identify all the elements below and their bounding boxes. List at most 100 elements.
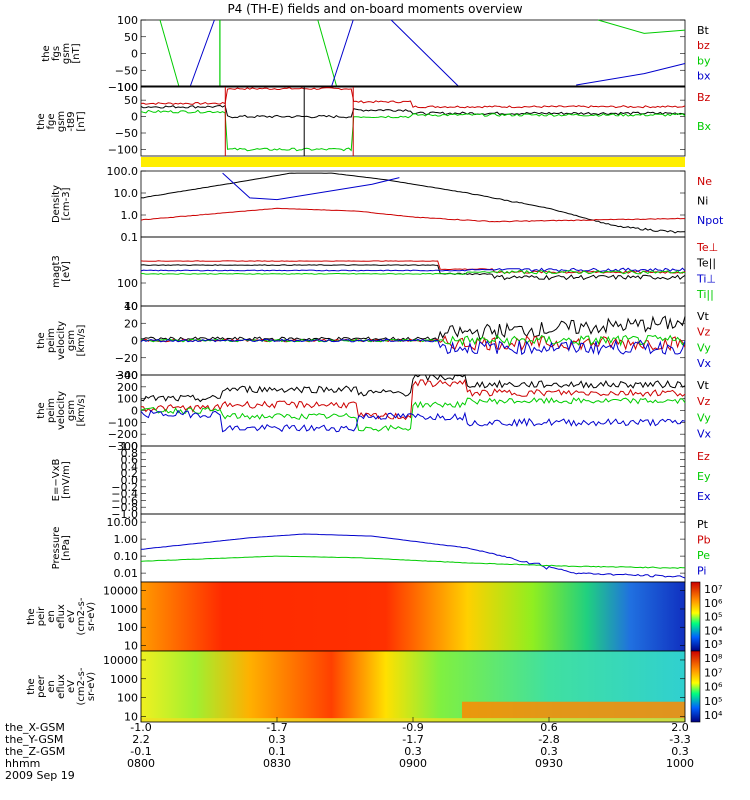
y-tick-label: 0.0 <box>121 474 139 487</box>
legend-entry: by <box>697 54 711 67</box>
y-tick-label: 0.4 <box>121 460 139 473</box>
panel-frame-efield <box>140 445 686 515</box>
series-Vt <box>140 374 686 403</box>
legend-entry: Vz <box>697 326 711 339</box>
series-Pi <box>140 533 686 579</box>
colorbar-label: 10⁵ <box>704 611 722 624</box>
series-Npot <box>222 172 400 201</box>
legend-entry: Pi <box>697 564 706 577</box>
y-axis-label: peir <box>36 606 47 626</box>
ephemeris-value: 0.3 <box>268 733 286 746</box>
y-tick-label: 100 <box>117 393 138 406</box>
ephemeris-value: 0.1 <box>268 745 286 758</box>
colorbar-label: 10³ <box>704 638 722 651</box>
y-tick-label: 20 <box>124 317 138 330</box>
series-Ne <box>140 207 685 223</box>
ephemeris-value: -0.9 <box>402 721 423 734</box>
legend-entry: Vy <box>697 341 711 354</box>
y-axis-label: velocity <box>56 321 67 360</box>
legend-entry: Ti⊥ <box>696 272 716 285</box>
y-tick-label: 300 <box>117 369 138 382</box>
colorbar-peir <box>690 581 701 652</box>
series-bx <box>390 19 460 88</box>
y-tick-label: −40 <box>115 369 138 382</box>
legend-entry: Npot <box>697 214 724 227</box>
y-tick-label: 50 <box>124 31 138 44</box>
colorbar-label: 10⁷ <box>704 583 722 596</box>
series-Bz <box>140 87 686 109</box>
colorbar-label: 10⁴ <box>704 709 723 722</box>
ephemeris-value: -2.8 <box>538 733 559 746</box>
series-by <box>317 19 338 88</box>
y-axis-label: eV <box>66 610 77 623</box>
y-axis-label: (cm2-s- <box>76 597 87 635</box>
series-Ni <box>140 172 686 234</box>
legend-entry: Ex <box>697 490 711 503</box>
colorbar-peer <box>690 650 701 723</box>
y-axis-label: en <box>46 610 57 623</box>
legend-entry: Ne <box>697 175 712 188</box>
legend-entry: Ti|| <box>696 288 714 301</box>
y-tick-label: 100 <box>117 81 138 94</box>
y-axis-label: [km/s] <box>76 324 87 356</box>
legend-entry: Pe <box>697 549 710 562</box>
y-axis-label: gsm <box>56 111 67 132</box>
ephemeris-value: 0.3 <box>671 745 689 758</box>
colorbar-label: 10⁶ <box>704 597 723 610</box>
y-tick-label: −0.6 <box>111 494 138 507</box>
y-axis-label: the <box>26 608 37 624</box>
colorbar-label: 10⁷ <box>704 666 722 679</box>
y-axis-label: [nT] <box>71 43 82 63</box>
ephemeris-value: -0.1 <box>130 745 151 758</box>
y-axis-label: Pressure <box>51 527 62 570</box>
y-tick-label: 0.8 <box>121 447 139 460</box>
colorbar-label: 10⁴ <box>704 624 723 637</box>
legend-entry: Pb <box>697 533 711 546</box>
y-tick-label: 0 <box>131 335 138 348</box>
y-axis-label: en <box>46 680 57 693</box>
date-label: 2009 Sep 19 <box>5 769 75 782</box>
y-tick-label: 1.00 <box>114 533 139 546</box>
y-axis-label: peim <box>46 328 57 353</box>
y-tick-label: −0.2 <box>111 481 138 494</box>
panel-frame-fgs <box>140 19 686 88</box>
y-axis-label: sr-eV) <box>86 602 97 631</box>
series-bx <box>189 19 215 88</box>
series-by <box>597 19 686 34</box>
y-tick-label: 1.0 <box>121 209 139 222</box>
series-Vx <box>140 338 686 356</box>
y-axis-label: gsm <box>66 400 77 421</box>
panel-frame-density <box>140 170 686 238</box>
y-axis-label: the <box>41 45 52 61</box>
legend-entry: Bx <box>697 120 712 133</box>
ephemeris-value: 2.2 <box>132 733 150 746</box>
legend-entry: Vt <box>697 379 710 392</box>
y-tick-label: 10000 <box>103 654 138 667</box>
ephemeris-value: 0.3 <box>404 745 422 758</box>
y-tick-label: 100 <box>117 621 138 634</box>
ephemeris-value: 0.6 <box>540 721 558 734</box>
y-tick-label: −100 <box>108 416 138 429</box>
series-Ti-perp <box>140 267 686 272</box>
y-axis-label: Density <box>51 185 62 223</box>
y-tick-label: 0 <box>131 111 138 124</box>
y-tick-label: 200 <box>117 381 138 394</box>
ephemeris-value: 0830 <box>263 757 291 770</box>
y-tick-label: −100 <box>108 81 138 94</box>
ephemeris-value: 0900 <box>399 757 427 770</box>
y-axis-label: fge <box>46 113 57 129</box>
legend-entry: Vz <box>697 395 711 408</box>
y-axis-label: [cm-3] <box>61 187 72 220</box>
y-axis-label: magt3 <box>51 255 62 288</box>
y-tick-label: 0.01 <box>114 567 139 580</box>
y-axis-label: (cm2-s- <box>76 667 87 705</box>
legend-entry: Ez <box>697 450 710 463</box>
series-bx <box>330 19 354 88</box>
ephemeris-value: 1000 <box>666 757 694 770</box>
y-tick-label: 0 <box>131 405 138 418</box>
ephemeris-value: 0800 <box>127 757 155 770</box>
legend-entry: Bt <box>697 24 710 37</box>
quality-flag-bar <box>141 157 685 167</box>
y-axis-label: -t89 <box>66 111 77 131</box>
